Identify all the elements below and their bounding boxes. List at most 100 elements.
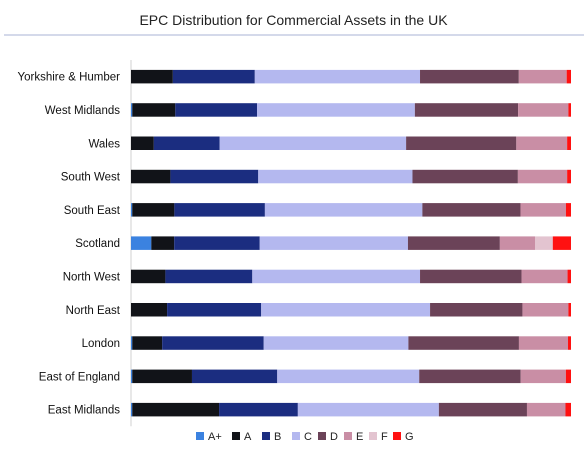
bar-segment-east-midlands-g bbox=[565, 402, 571, 417]
bar-segment-north-east-c bbox=[261, 303, 431, 317]
bar-segment-yorkshire-humber-g bbox=[566, 69, 571, 84]
legend-swatch-a bbox=[232, 432, 240, 440]
bar-segment-east-of-england-d bbox=[419, 369, 521, 384]
bar-segment-east-of-england-e bbox=[520, 369, 566, 384]
category-label-east-of-england: East of England bbox=[39, 371, 120, 383]
bar-segment-scotland-a-plus bbox=[131, 236, 152, 250]
bar-segment-yorkshire-humber-e bbox=[518, 69, 567, 84]
legend-swatch-g bbox=[393, 432, 401, 440]
legend-swatch-d bbox=[318, 432, 326, 440]
bar-segment-london-e bbox=[518, 336, 569, 350]
bar-segment-east-midlands-a bbox=[132, 402, 220, 417]
legend-label-b: B bbox=[274, 431, 281, 443]
bar-segment-south-east-e bbox=[520, 203, 566, 217]
bar-segment-wales-a bbox=[131, 136, 154, 150]
legend-label-a: A bbox=[244, 431, 252, 443]
bar-segment-east-of-england-g bbox=[565, 369, 571, 384]
bar-segment-wales-b bbox=[153, 136, 220, 150]
bar-segment-south-east-g bbox=[565, 203, 571, 217]
bar-segment-yorkshire-humber-b bbox=[172, 69, 255, 84]
bar-segment-east-midlands-c bbox=[297, 402, 439, 417]
bar-segment-south-east-a-plus bbox=[131, 203, 133, 217]
bar-segment-north-west-c bbox=[252, 269, 421, 284]
legend-label-a-plus: A+ bbox=[208, 431, 222, 443]
category-label-south-east: South East bbox=[64, 205, 121, 217]
bar-segment-north-west-g bbox=[567, 269, 571, 284]
bar-segment-north-east-d bbox=[430, 303, 523, 317]
bar-segment-london-g bbox=[568, 336, 571, 350]
bar-segment-yorkshire-humber-d bbox=[420, 69, 519, 84]
legend-swatch-b bbox=[262, 432, 270, 440]
bar-segment-south-west-d bbox=[412, 169, 518, 184]
bar-segment-scotland-c bbox=[259, 236, 408, 250]
bar-segment-west-midlands-a-plus bbox=[131, 103, 133, 117]
bar-segment-south-east-a bbox=[132, 203, 175, 217]
bar-segment-east-of-england-a bbox=[132, 369, 192, 384]
legend-label-c: C bbox=[304, 431, 312, 443]
bar-segment-north-west-e bbox=[521, 269, 568, 284]
bar-segment-scotland-e bbox=[499, 236, 536, 250]
bar-segment-south-east-b bbox=[174, 203, 265, 217]
category-label-north-east: North East bbox=[66, 305, 121, 317]
category-label-west-midlands: West Midlands bbox=[45, 105, 120, 117]
bar-segment-london-d bbox=[408, 336, 519, 350]
bar-segment-london-b bbox=[162, 336, 264, 350]
bar-segment-london-a bbox=[132, 336, 163, 350]
bar-segment-scotland-f bbox=[535, 236, 553, 250]
category-label-north-west: North West bbox=[63, 271, 121, 283]
bar-segment-wales-c bbox=[219, 136, 407, 150]
bar-segment-wales-g bbox=[567, 136, 571, 150]
bar-segment-north-east-b bbox=[167, 303, 262, 317]
bar-segment-scotland-g bbox=[552, 236, 571, 250]
legend-swatch-c bbox=[292, 432, 300, 440]
bar-segment-south-west-a bbox=[131, 169, 171, 184]
bar-segment-east-midlands-b bbox=[219, 402, 298, 417]
category-label-south-west: South West bbox=[61, 172, 121, 184]
bar-segment-north-east-a bbox=[131, 303, 168, 317]
category-label-london: London bbox=[82, 338, 120, 350]
bar-segment-north-east-e bbox=[522, 303, 569, 317]
chart-title: EPC Distribution for Commercial Assets i… bbox=[139, 12, 448, 28]
bar-segment-yorkshire-humber-c bbox=[254, 69, 421, 84]
bar-segment-scotland-a bbox=[151, 236, 175, 250]
bar-segment-london-c bbox=[263, 336, 409, 350]
category-label-yorkshire-humber: Yorkshire & Humber bbox=[18, 72, 121, 84]
legend-label-e: E bbox=[356, 431, 363, 443]
legend-swatch-e bbox=[344, 432, 352, 440]
plot-area: Yorkshire & Humber West Midlands Wales Sout… bbox=[18, 60, 571, 427]
legend-label-f: F bbox=[381, 431, 388, 443]
bar-segment-north-east-g bbox=[568, 303, 571, 317]
bar-segment-west-midlands-c bbox=[257, 103, 415, 117]
legend: A+ A B C D E F G bbox=[196, 431, 414, 443]
bar-segment-west-midlands-d bbox=[414, 103, 519, 117]
bar-segment-south-west-e bbox=[517, 169, 568, 184]
bar-segment-south-west-b bbox=[170, 169, 259, 184]
bar-segment-wales-d bbox=[406, 136, 517, 150]
bar-segment-east-midlands-a-plus bbox=[131, 402, 133, 417]
category-label-east-midlands: East Midlands bbox=[48, 405, 120, 417]
legend-label-g: G bbox=[405, 431, 414, 443]
bar-segment-wales-e bbox=[516, 136, 568, 150]
legend-swatch-a-plus bbox=[196, 432, 204, 440]
bar-segment-west-midlands-g bbox=[568, 103, 571, 117]
bar-segment-scotland-d bbox=[407, 236, 500, 250]
legend-label-d: D bbox=[330, 431, 338, 443]
bar-segment-west-midlands-a bbox=[132, 103, 176, 117]
bar-segment-east-of-england-c bbox=[277, 369, 420, 384]
bar-segment-east-of-england-b bbox=[191, 369, 278, 384]
bar-segment-yorkshire-humber-a bbox=[131, 69, 173, 84]
bar-segment-west-midlands-b bbox=[175, 103, 258, 117]
legend-swatch-f bbox=[369, 432, 377, 440]
bar-segment-east-midlands-d bbox=[438, 402, 527, 417]
category-label-wales: Wales bbox=[88, 138, 120, 150]
bar-segment-south-west-g bbox=[567, 169, 571, 184]
bar-segment-east-midlands-e bbox=[526, 402, 566, 417]
bar-segment-north-west-a bbox=[131, 269, 166, 284]
bar-segment-london-a-plus bbox=[131, 336, 133, 350]
bar-segment-scotland-b bbox=[174, 236, 260, 250]
bar-segment-south-east-d bbox=[422, 203, 521, 217]
bar-segment-north-west-b bbox=[165, 269, 253, 284]
bar-segment-west-midlands-e bbox=[518, 103, 569, 117]
bar-segment-north-west-d bbox=[420, 269, 522, 284]
